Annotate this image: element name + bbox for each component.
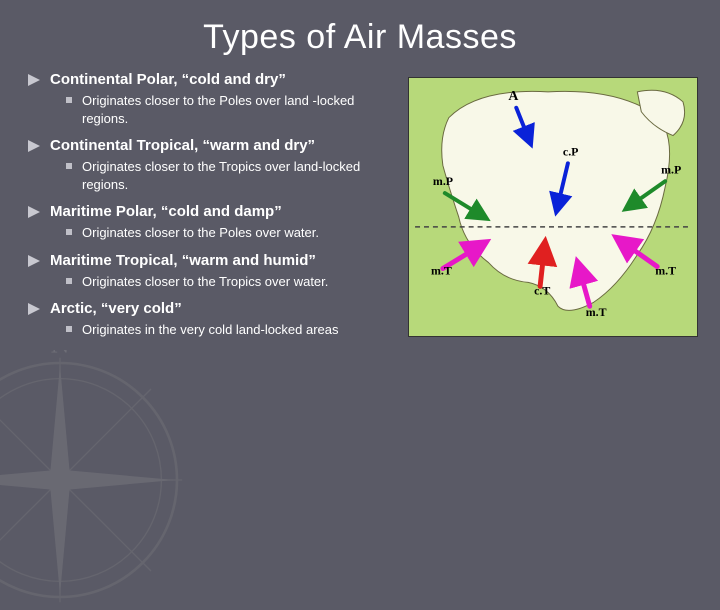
text-column: Continental Polar, “cold and dry” Origin…	[28, 71, 398, 349]
triangle-bullet-icon	[28, 74, 40, 86]
triangle-bullet-icon	[28, 206, 40, 218]
map-label: m.T	[655, 263, 676, 277]
item-heading: Maritime Tropical, “warm and humid”	[50, 252, 316, 269]
map-label: c.T	[534, 283, 550, 297]
triangle-bullet-icon	[28, 255, 40, 267]
triangle-bullet-icon	[28, 140, 40, 152]
air-mass-map: Ac.P m.P m.P m.T c.T m.T m.T	[408, 77, 698, 337]
square-bullet-icon	[66, 278, 72, 284]
item-subtext: Originates closer to the Poles over wate…	[82, 224, 319, 242]
square-bullet-icon	[66, 229, 72, 235]
triangle-bullet-icon	[28, 303, 40, 315]
square-bullet-icon	[66, 163, 72, 169]
square-bullet-icon	[66, 97, 72, 103]
svg-text:N: N	[51, 350, 70, 359]
map-label: c.P	[563, 144, 579, 158]
content-row: Continental Polar, “cold and dry” Origin…	[0, 71, 720, 349]
list-item: Continental Polar, “cold and dry” Origin…	[28, 71, 398, 127]
list-item: Arctic, “very cold” Originates in the ve…	[28, 300, 398, 339]
item-heading: Maritime Polar, “cold and damp”	[50, 203, 282, 220]
list-item: Continental Tropical, “warm and dry” Ori…	[28, 137, 398, 193]
compass-background: N	[0, 350, 190, 610]
item-heading: Continental Polar, “cold and dry”	[50, 71, 286, 88]
map-label: m.P	[661, 162, 681, 176]
map-column: Ac.P m.P m.P m.T c.T m.T m.T	[408, 71, 698, 349]
item-heading: Continental Tropical, “warm and dry”	[50, 137, 315, 154]
item-subtext: Originates closer to the Tropics over la…	[82, 158, 398, 193]
item-subtext: Originates closer to the Poles over land…	[82, 92, 398, 127]
list-item: Maritime Polar, “cold and damp” Originat…	[28, 203, 398, 242]
page-title: Types of Air Masses	[0, 0, 720, 71]
item-subtext: Originates in the very cold land-locked …	[82, 321, 339, 339]
map-label: m.P	[433, 174, 453, 188]
item-subtext: Originates closer to the Tropics over wa…	[82, 273, 328, 291]
item-heading: Arctic, “very cold”	[50, 300, 182, 317]
map-label: m.T	[431, 263, 452, 277]
map-label: m.T	[586, 305, 607, 319]
list-item: Maritime Tropical, “warm and humid” Orig…	[28, 252, 398, 291]
map-label: A	[508, 89, 518, 104]
square-bullet-icon	[66, 326, 72, 332]
